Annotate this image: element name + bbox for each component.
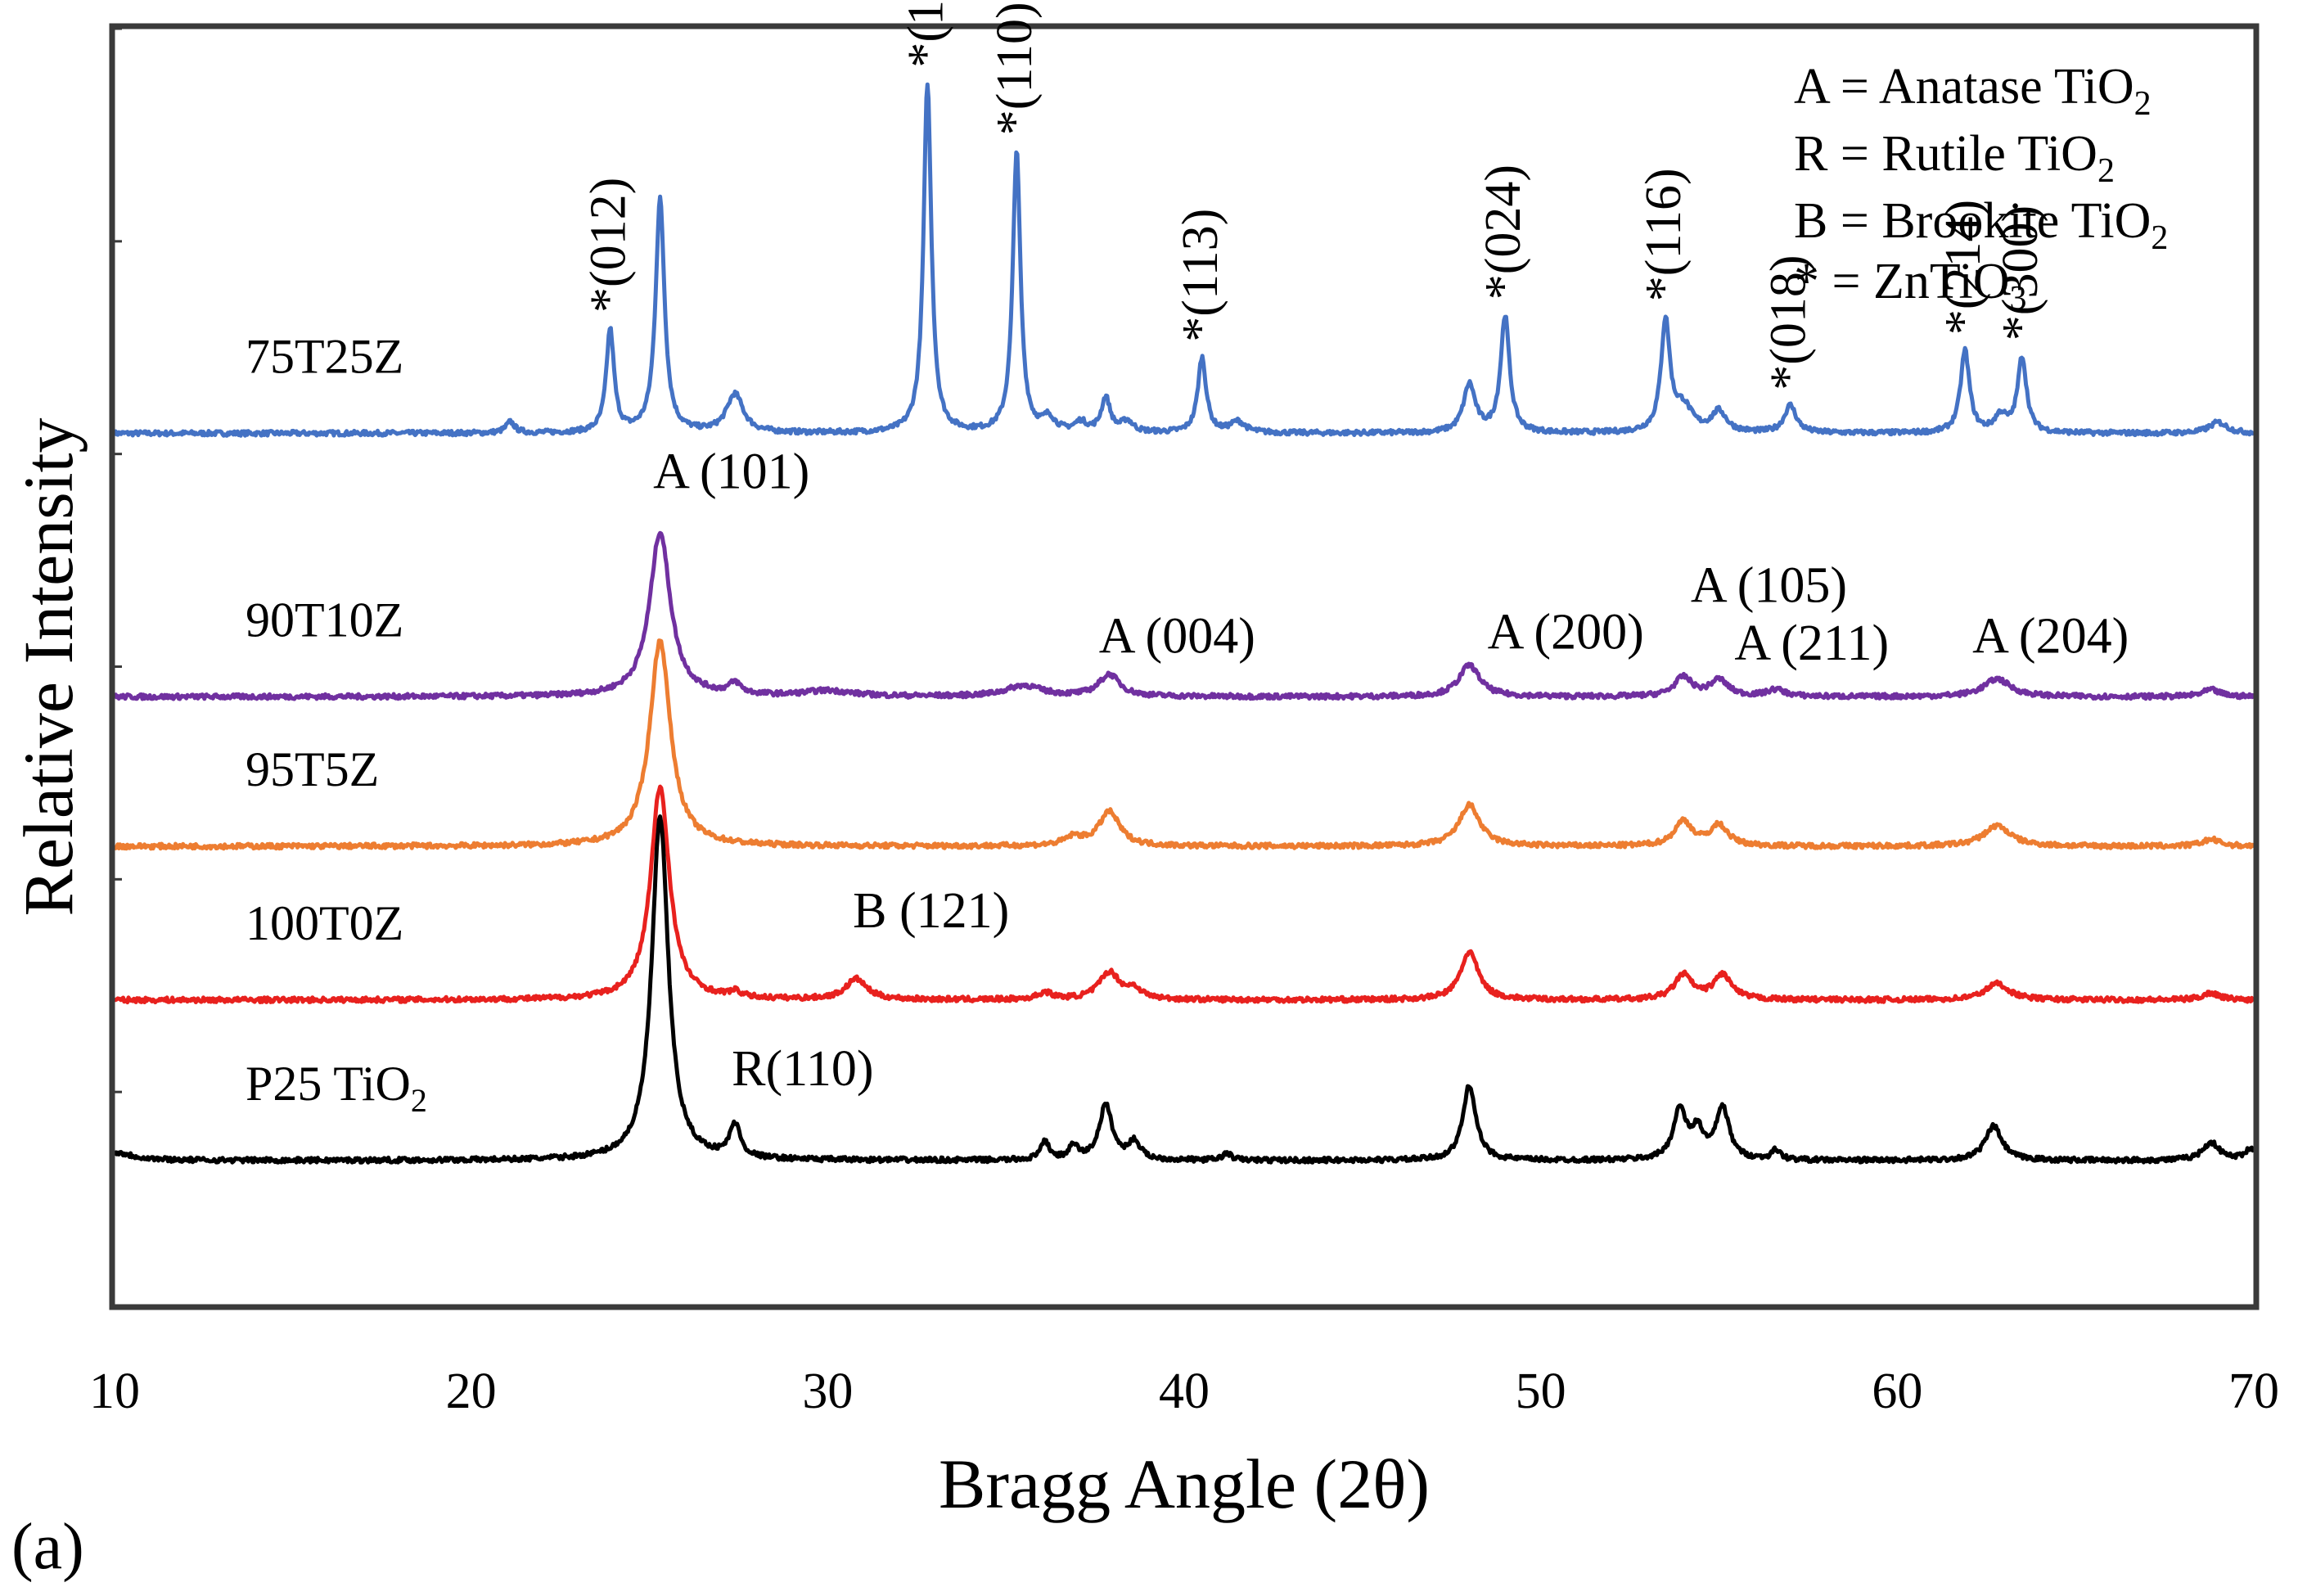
peak-annotation: A (004) (1099, 609, 1255, 665)
peak-annotation: A (204) (1972, 609, 2129, 665)
series-line-90t10z (112, 530, 2256, 701)
peak-annotation: R(110) (732, 1041, 873, 1097)
series-line-p25-tio2 (112, 814, 2255, 1165)
legend-symbol: R (1794, 126, 1828, 182)
peak-annotation: *(024) (1476, 165, 1531, 300)
x-tick-label: 30 (802, 1364, 853, 1419)
series-label: 95T5Z (246, 742, 379, 796)
series-label: P25 TiO2 (246, 1057, 427, 1119)
peak-annotation: *(104) (898, 0, 953, 68)
legend-subscript: 2 (2097, 152, 2115, 190)
plot-series-group (112, 82, 2256, 1165)
x-tick-label: 50 (1516, 1364, 1566, 1419)
legend-subscript: 3 (2010, 280, 2027, 318)
series-label: 90T10Z (246, 593, 403, 647)
legend-text: Rutile TiO (1881, 126, 2097, 182)
legend-entry-zntio3: * = ZnTiO3 (1794, 254, 2027, 318)
x-tick-label: 40 (1159, 1364, 1210, 1419)
series-line-75t25z (112, 82, 2255, 438)
peak-annotation: *(110) (987, 2, 1043, 135)
peak-annotation: A (101) (653, 444, 809, 500)
x-tick-label: 10 (89, 1364, 140, 1419)
peak-annotation: *(018) (1761, 255, 1817, 390)
y-tick-marks (112, 27, 122, 1093)
series-labels: 75T25Z 90T10Z 95T5Z 100T0Z P25 TiO2 (246, 330, 427, 1119)
legend-symbol: B (1794, 193, 1827, 249)
x-tick-label: 20 (446, 1364, 497, 1419)
legend-subscript: 2 (2134, 85, 2152, 123)
peak-annotation: *(300) (1993, 205, 2048, 340)
legend-text: ZnTiO (1873, 254, 2010, 309)
figure-label: (a) (11, 1511, 84, 1583)
x-tick-label: 60 (1872, 1364, 1922, 1419)
peak-annotation: *(113) (1173, 209, 1228, 342)
legend-text: Brookite TiO (1881, 193, 2151, 249)
series-label: 75T25Z (246, 330, 403, 384)
peak-annotation: B (121) (853, 883, 1009, 939)
legend-subscript: 2 (2151, 219, 2168, 257)
y-axis-label: Relative Intensity (9, 417, 88, 916)
peak-annotation: *(116) (1636, 168, 1692, 301)
legend-text: Anatase TiO (1879, 59, 2134, 115)
legend-entry-rutile: R = Rutile TiO2 (1794, 126, 2115, 190)
legend: A = Anatase TiO2 R = Rutile TiO2 B = Bro… (1794, 59, 2168, 318)
x-tick-label: 70 (2228, 1364, 2279, 1419)
legend-symbol: * (1794, 254, 1819, 309)
series-line-95t5z (112, 638, 2256, 851)
peak-annotations: *(012) *(104) *(110) *(113) *(024) *(116) *(01… (581, 0, 2129, 1097)
peak-annotation: *(214) (1935, 200, 1991, 335)
peak-annotation: *(012) (581, 178, 637, 313)
series-label: 100T0Z (246, 896, 403, 950)
peak-annotation: A (200) (1488, 605, 1644, 660)
legend-symbol: A (1794, 59, 1831, 115)
x-tick-labels: 10 20 30 40 50 60 70 (89, 1364, 2279, 1419)
legend-entry-brookite: B = Brookite TiO2 (1794, 193, 2168, 257)
legend-entry-anatase: A = Anatase TiO2 (1794, 59, 2152, 123)
x-axis-label: Bragg Angle (2θ) (939, 1445, 1430, 1523)
series-line-100t0z (113, 784, 2255, 1005)
peak-annotation: A (211) (1734, 615, 1889, 671)
peak-annotation: A (105) (1691, 558, 1847, 614)
